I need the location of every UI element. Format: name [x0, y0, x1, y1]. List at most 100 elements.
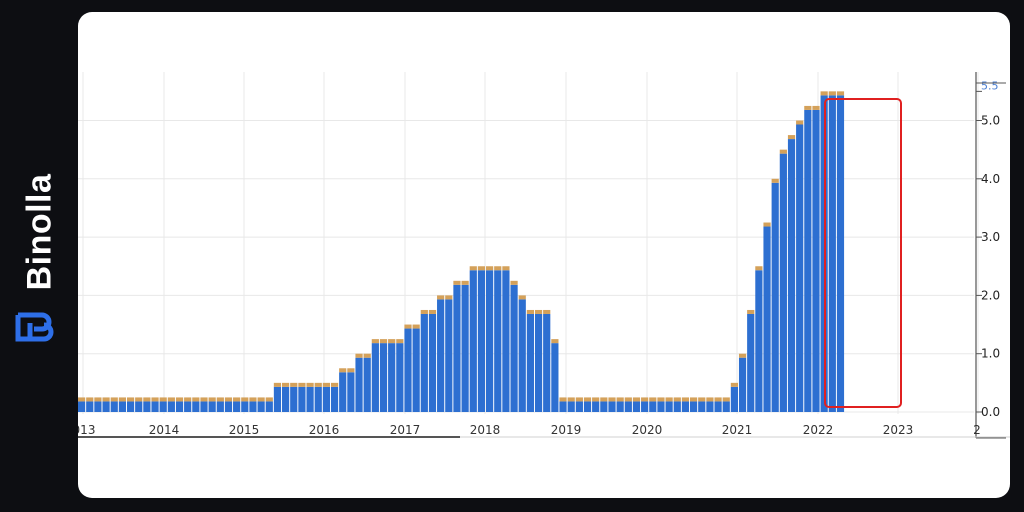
bar-cap [102, 397, 110, 402]
bar-cap [110, 397, 118, 402]
bar [518, 299, 526, 412]
bar [534, 313, 543, 412]
bar [828, 95, 836, 412]
bar [273, 386, 282, 412]
bar-cap [347, 368, 355, 373]
bar [94, 401, 102, 412]
bar-cap [241, 397, 249, 402]
y-tick-label: 5.5 [981, 79, 999, 92]
bar-cap [608, 397, 616, 402]
bar-cap [420, 309, 428, 314]
bar [322, 386, 330, 412]
bar-cap [543, 309, 551, 314]
bar [502, 270, 510, 412]
bar [126, 401, 135, 412]
bar-cap [126, 397, 135, 402]
bar-cap [706, 397, 714, 402]
bar [486, 270, 494, 412]
bar [722, 401, 730, 412]
bar [469, 270, 477, 412]
bar-cap [534, 309, 543, 314]
bar [665, 401, 673, 412]
bar-cap [616, 397, 624, 402]
bar-cap [388, 339, 396, 344]
bar [167, 401, 175, 412]
bar [551, 343, 559, 412]
bar-cap [428, 309, 437, 314]
bar-cap [200, 397, 208, 402]
bar [673, 401, 681, 412]
bar-cap [649, 397, 657, 402]
bar [559, 401, 567, 412]
bar [78, 401, 86, 412]
bar [738, 357, 747, 412]
bar-cap [632, 397, 641, 402]
bar-cap [747, 309, 755, 314]
bar-cap [657, 397, 665, 402]
bar-cap [796, 120, 804, 125]
bar [347, 372, 355, 412]
bar [583, 401, 592, 412]
bar-cap [828, 91, 836, 96]
bar-cap [118, 397, 126, 402]
bar-cap [78, 397, 86, 402]
bar [151, 401, 159, 412]
bar [698, 401, 706, 412]
bar-cap [836, 91, 845, 96]
bar-cap [502, 266, 510, 271]
bar [624, 401, 632, 412]
bar-cap [567, 397, 575, 402]
bar [233, 401, 241, 412]
y-tick-label: 4.0 [981, 172, 1000, 186]
bar-cap [486, 266, 494, 271]
y-tick-label: 5.0 [981, 114, 1000, 128]
bar-cap [469, 266, 477, 271]
bar [388, 343, 396, 412]
bar-cap [583, 397, 592, 402]
bar [159, 401, 167, 412]
bar-cap [575, 397, 583, 402]
bar-chart: 0.0 1.0 2.0 3.0 4.0 5.0 5.5 013 2014 2015 2016 2017… [78, 72, 1010, 439]
bar [763, 226, 771, 412]
bar-cap [526, 309, 534, 314]
bar-cap [812, 105, 820, 110]
highlight-layer [824, 98, 902, 408]
bar [632, 401, 641, 412]
bar [494, 270, 502, 412]
bar-cap [738, 353, 747, 358]
bar [747, 313, 755, 412]
bar-cap [94, 397, 102, 402]
x-tick-label: 013 [78, 423, 95, 437]
bar-cap [665, 397, 673, 402]
bar-cap [477, 266, 486, 271]
bar-cap [379, 339, 388, 344]
bar [330, 386, 339, 412]
x-tick-label: 2022 [803, 423, 834, 437]
bar-cap [445, 295, 453, 300]
bar [543, 313, 551, 412]
brand-sidebar: Binolla [0, 0, 78, 512]
bar-cap [559, 397, 567, 402]
x-tick-label: 2020 [632, 423, 663, 437]
chart-grid [78, 72, 979, 414]
binolla-b-icon [15, 312, 54, 342]
bar [445, 299, 453, 412]
bar [412, 328, 420, 412]
bar [616, 401, 624, 412]
bar-cap [600, 397, 608, 402]
bar [836, 95, 845, 412]
bar [779, 153, 787, 412]
bar [437, 299, 445, 412]
bar-cap [681, 397, 690, 402]
bar [241, 401, 249, 412]
bar [224, 401, 233, 412]
bar-cap [273, 382, 282, 387]
bar-cap [763, 222, 771, 227]
bar [298, 386, 306, 412]
bar [363, 357, 371, 412]
bar-cap [820, 91, 828, 96]
bar-cap [437, 295, 445, 300]
bar-cap [135, 397, 143, 402]
bar [804, 109, 812, 413]
bar-cap [412, 324, 420, 329]
